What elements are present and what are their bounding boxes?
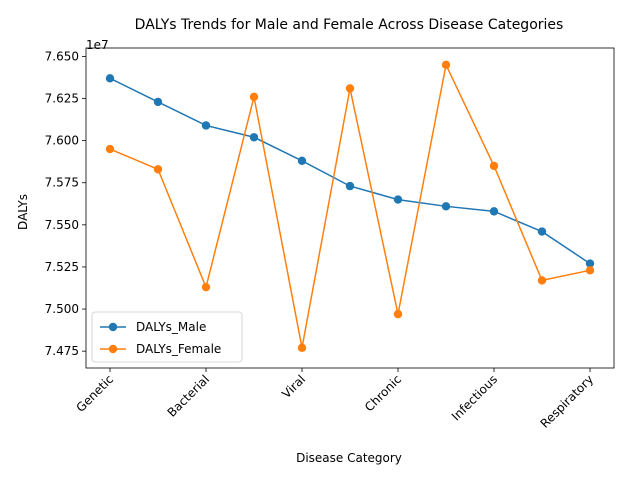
legend-item: DALYs_Male [100, 320, 206, 334]
legend: DALYs_Male DALYs_Female [91, 311, 243, 363]
data-point [105, 144, 115, 154]
y-tick-label: 7.575 [45, 176, 79, 190]
x-tick-label: Genetic [73, 372, 116, 415]
data-point [393, 195, 403, 204]
x-tick-label: Bacterial [165, 372, 213, 420]
data-point [153, 165, 163, 174]
x-tick-label: Infectious [449, 372, 500, 423]
legend-label: DALYs_Female [136, 342, 221, 356]
series-line [109, 62, 591, 348]
data-point [297, 156, 307, 166]
data-point [249, 133, 259, 142]
chart-title: DALYs Trends for Male and Female Across … [135, 17, 564, 33]
y-tick-label: 7.475 [45, 344, 79, 358]
x-tick-label: Respiratory [538, 372, 597, 431]
y-tick-label: 7.600 [45, 134, 79, 148]
data-point [345, 181, 355, 191]
data-point [537, 276, 547, 285]
legend-swatch-marker [108, 322, 118, 332]
series-dalys-male [105, 74, 595, 268]
x-axis-ticks: Genetic Bacterial Viral Chronic Infectious Re… [73, 368, 596, 431]
data-point [489, 161, 499, 171]
y-tick-label: 7.650 [45, 49, 79, 63]
data-point [393, 309, 403, 319]
data-point [105, 74, 115, 83]
data-point [153, 97, 163, 107]
legend-label: DALYs_Male [136, 320, 206, 334]
data-point [297, 343, 307, 352]
x-axis-label: Disease Category [296, 451, 402, 465]
y-tick-label: 7.500 [45, 302, 79, 316]
legend-swatch-marker [108, 344, 118, 354]
plot-frame [85, 47, 615, 369]
data-point [249, 92, 259, 102]
data-point [537, 227, 547, 236]
x-tick-label: Chronic [362, 372, 404, 414]
y-axis-label: DALYs [16, 194, 30, 230]
legend-box [91, 311, 243, 363]
series-layer [105, 60, 595, 352]
data-point [585, 266, 595, 275]
y-axis-offset-label: 1e7 [86, 38, 109, 52]
data-point [585, 259, 595, 268]
y-tick-label: 7.525 [45, 260, 79, 274]
data-point [201, 121, 211, 130]
y-axis-ticks: 7.475 7.500 7.525 7.550 7.575 7.600 7.625 7.650 [45, 49, 86, 358]
y-tick-label: 7.550 [45, 218, 79, 232]
series-dalys-female [105, 60, 595, 352]
series-line [109, 77, 591, 265]
data-point [441, 202, 451, 211]
data-point [441, 60, 451, 70]
x-tick-label: Viral [279, 372, 308, 401]
y-tick-label: 7.625 [45, 92, 79, 106]
data-point [345, 84, 355, 93]
data-point [489, 207, 499, 216]
legend-item: DALYs_Female [100, 342, 221, 356]
data-point [201, 282, 211, 292]
